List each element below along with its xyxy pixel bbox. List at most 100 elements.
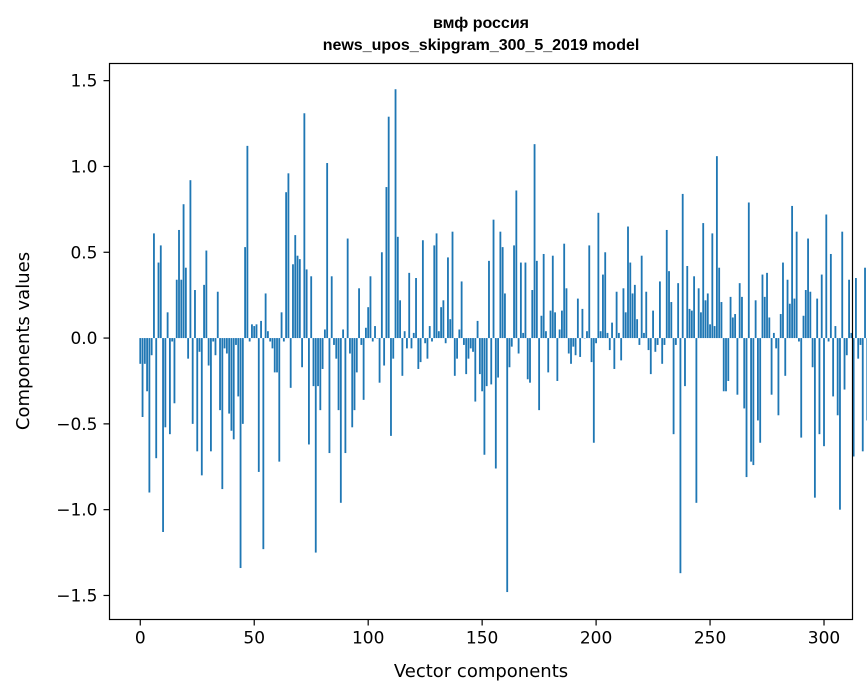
bar-3 xyxy=(146,338,149,392)
bar-32 xyxy=(212,338,215,342)
bar-11 xyxy=(164,338,167,428)
bar-299 xyxy=(820,274,823,339)
bar-287 xyxy=(793,298,796,339)
bar-15 xyxy=(173,338,176,404)
bar-206 xyxy=(608,338,611,351)
bar-135 xyxy=(447,257,449,339)
bar-63 xyxy=(282,338,285,342)
bar-273 xyxy=(761,274,764,339)
bar-143 xyxy=(465,338,468,375)
y-tick-label--0.5: −0.5 xyxy=(56,415,97,435)
bar-148 xyxy=(476,320,479,339)
bar-260 xyxy=(731,317,734,339)
bar-155 xyxy=(492,219,495,339)
bar-246 xyxy=(700,312,702,339)
bar-120 xyxy=(412,332,415,339)
bar-257 xyxy=(725,338,727,392)
bar-278 xyxy=(772,332,775,339)
bar-213 xyxy=(624,312,627,339)
bar-292 xyxy=(804,290,807,339)
bar-188 xyxy=(567,338,570,354)
bar-231 xyxy=(665,229,668,339)
bar-224 xyxy=(649,338,652,375)
bar-286 xyxy=(791,205,794,339)
bar-7 xyxy=(155,338,158,459)
bar-300 xyxy=(823,338,825,447)
bar-304 xyxy=(832,338,835,397)
chart-title: вмф россия xyxy=(433,15,529,32)
x-tick-label-50: 50 xyxy=(243,629,265,649)
bar-245 xyxy=(697,288,700,339)
bar-124 xyxy=(421,240,424,339)
bar-220 xyxy=(640,255,643,339)
bar-211 xyxy=(620,338,623,361)
bar-262 xyxy=(736,338,739,395)
bar-87 xyxy=(337,338,340,411)
bar-228 xyxy=(659,281,661,339)
bar-2 xyxy=(143,338,146,364)
bar-184 xyxy=(558,329,561,339)
bar-100 xyxy=(367,307,370,339)
bar-207 xyxy=(611,322,613,339)
bar-35 xyxy=(219,338,221,411)
bar-31 xyxy=(210,338,212,452)
bar-129 xyxy=(433,245,436,339)
bar-264 xyxy=(741,296,743,339)
bar-89 xyxy=(342,329,345,339)
bar-164 xyxy=(513,245,515,339)
bar-137 xyxy=(451,231,454,339)
bar-249 xyxy=(706,293,709,339)
bar-241 xyxy=(688,308,691,339)
bar-310 xyxy=(845,338,848,356)
bar-258 xyxy=(727,338,730,381)
axes-group: 0 50 100 150 200 250 300 −1.5 −1.0 −0.5 0.0 0.5 1.0 1… xyxy=(56,72,840,649)
bar-109 xyxy=(387,116,390,339)
bar-101 xyxy=(369,276,372,339)
bar-166 xyxy=(517,338,520,354)
bar-190 xyxy=(572,338,575,347)
bar-256 xyxy=(722,338,725,392)
bar-293 xyxy=(807,238,809,339)
bar-23 xyxy=(191,338,194,424)
bar-227 xyxy=(656,338,659,345)
bar-90 xyxy=(344,338,347,454)
bar-106 xyxy=(380,252,383,339)
bar-88 xyxy=(339,338,342,503)
bar-238 xyxy=(681,193,684,339)
bar-10 xyxy=(162,338,164,532)
y-tick-label-1: 1.0 xyxy=(70,157,97,177)
x-tick-label-200: 200 xyxy=(580,629,612,649)
bar-171 xyxy=(529,338,531,383)
bar-199 xyxy=(592,338,595,443)
bar-210 xyxy=(617,332,620,339)
bar-14 xyxy=(171,338,174,342)
bar-283 xyxy=(784,338,787,376)
bar-312 xyxy=(850,332,853,339)
y-tick-label--1.5: −1.5 xyxy=(56,586,97,606)
bar-290 xyxy=(800,338,803,438)
bar-302 xyxy=(827,338,830,342)
bar-92 xyxy=(349,338,351,354)
bar-18 xyxy=(180,279,183,339)
bar-172 xyxy=(531,290,534,339)
bar-112 xyxy=(394,89,397,339)
bar-6 xyxy=(153,233,155,339)
bar-96 xyxy=(358,288,360,339)
bar-128 xyxy=(431,338,433,342)
plot-frame xyxy=(108,62,854,621)
bar-78 xyxy=(317,338,319,387)
bar-86 xyxy=(335,338,338,359)
bar-150 xyxy=(481,338,484,392)
bar-27 xyxy=(200,338,203,476)
bar-202 xyxy=(599,331,602,339)
bar-193 xyxy=(579,338,582,357)
bar-145 xyxy=(469,338,472,349)
bar-125 xyxy=(424,338,427,344)
bar-183 xyxy=(556,338,559,381)
bar-315 xyxy=(857,338,860,359)
bar-296 xyxy=(813,338,816,498)
bar-43 xyxy=(237,338,240,397)
bar-62 xyxy=(280,312,283,339)
bar-187 xyxy=(565,288,568,339)
